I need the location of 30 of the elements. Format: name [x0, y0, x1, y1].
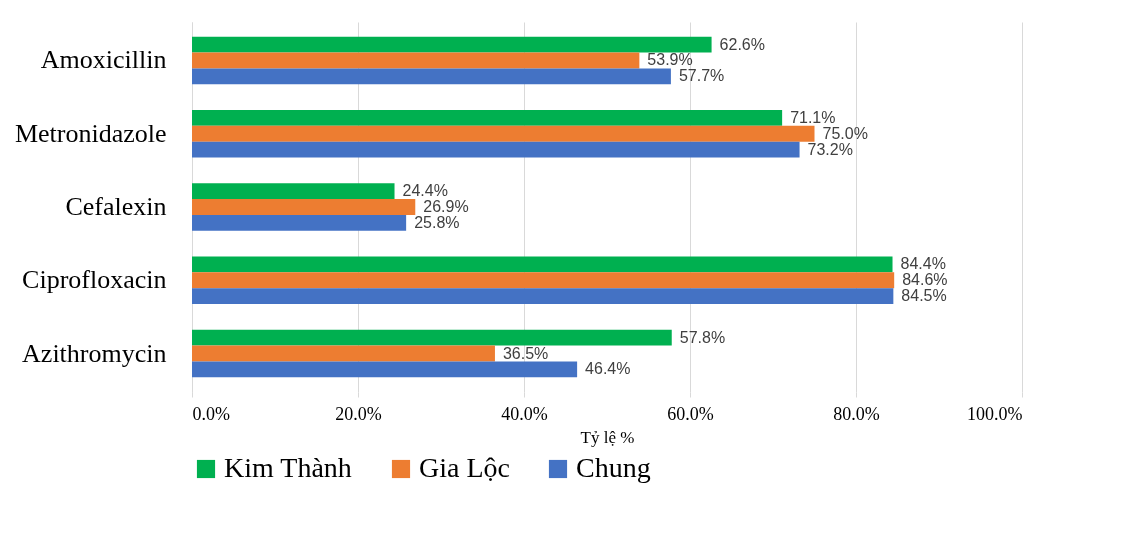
- x-tick-label: 60.0%: [667, 403, 714, 424]
- y-tick-label: Cefalexin: [65, 192, 167, 221]
- data-label: 62.6%: [719, 35, 765, 53]
- data-label: 36.5%: [502, 344, 549, 362]
- data-label: 84.6%: [902, 271, 948, 289]
- y-tick-label: Ciprofloxacin: [22, 265, 167, 295]
- legend-label: Gia Lộc: [419, 452, 510, 483]
- data-label: 25.8%: [414, 213, 460, 231]
- data-label: 24.4%: [402, 182, 448, 200]
- legend-label: Chung: [576, 452, 651, 483]
- legend-label: Kim Thành: [224, 452, 352, 483]
- y-tick-label: Metronidazole: [14, 118, 167, 148]
- x-tick-label: 40.0%: [501, 403, 548, 424]
- x-tick-label: 20.0%: [335, 403, 382, 424]
- x-tick-label: 100.0%: [967, 403, 1023, 424]
- data-label: 53.9%: [647, 51, 693, 69]
- data-label: 71.1%: [790, 108, 836, 126]
- y-tick-label: Azithromycin: [22, 338, 167, 368]
- data-label: 57.8%: [679, 328, 726, 346]
- x-tick-label: 0.0%: [192, 403, 230, 424]
- data-label: 46.4%: [585, 360, 631, 378]
- data-label: 26.9%: [423, 198, 469, 215]
- data-label: 57.7%: [678, 67, 725, 85]
- y-tick-label: Amoxicillin: [40, 45, 167, 75]
- data-label: 73.2%: [807, 140, 853, 158]
- data-label: 84.5%: [901, 287, 947, 305]
- data-label: 75.0%: [822, 124, 868, 142]
- x-tick-label: 80.0%: [833, 403, 880, 424]
- x-axis-title: Tỷ lệ %: [580, 427, 635, 447]
- data-label: 84.4%: [900, 255, 946, 273]
